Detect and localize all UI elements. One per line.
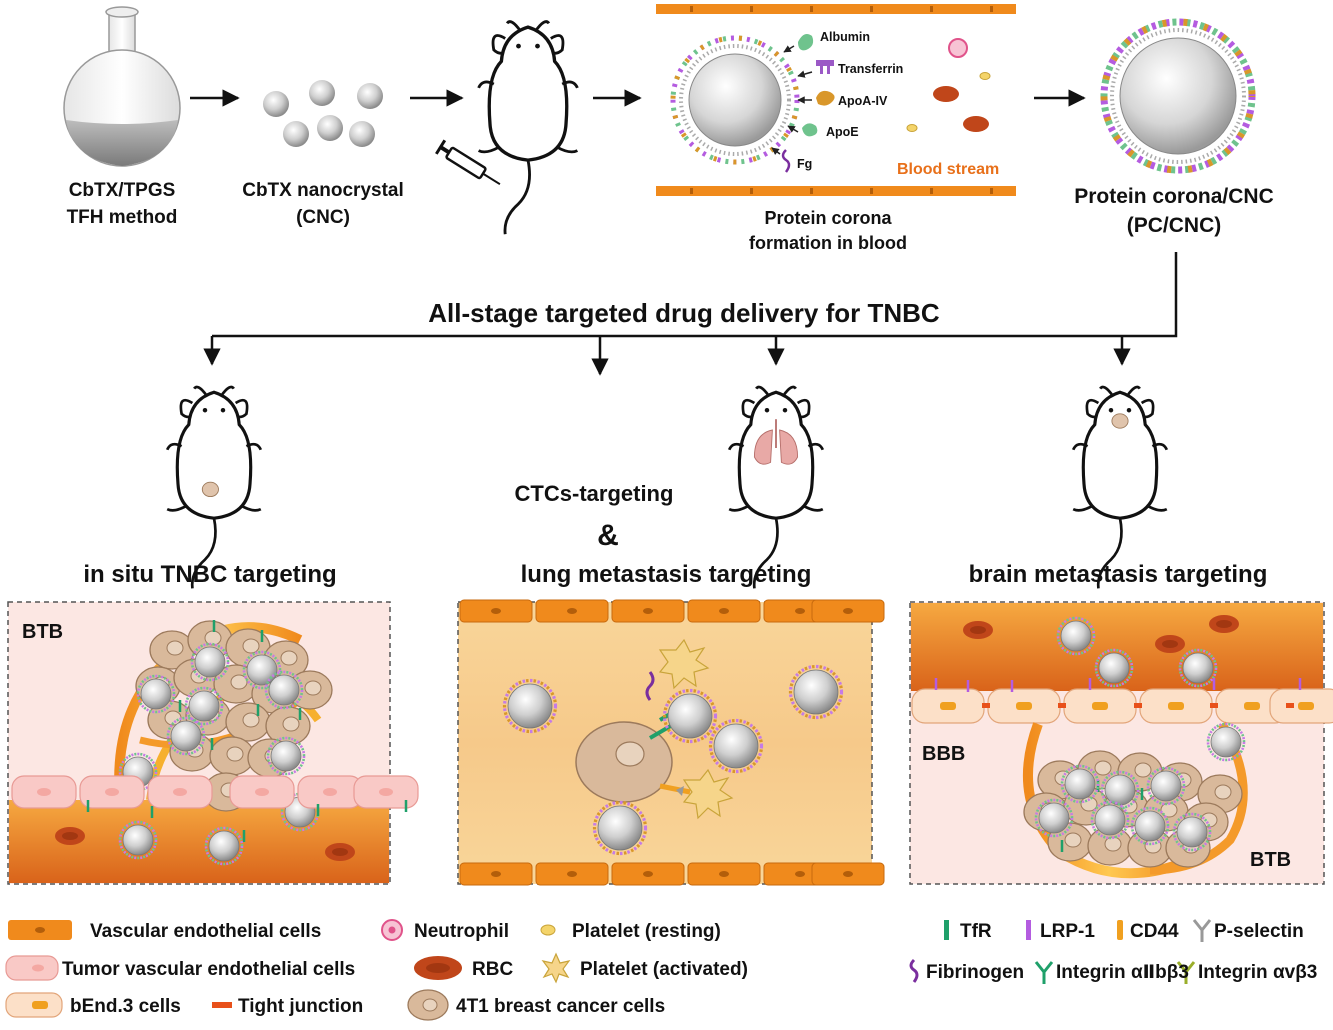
panel1-btb-label: BTB <box>22 621 63 643</box>
syringe-icon <box>435 139 501 186</box>
legend-cd44-icon <box>1117 920 1123 940</box>
panel3-bbb-label: BBB <box>922 743 965 765</box>
legend-label-bend3: bEnd.3 cells <box>70 996 181 1017</box>
legend-label-vascular-endothelial: Vascular endothelial cells <box>90 921 321 942</box>
step4-label-line1: Protein corona <box>764 208 892 228</box>
protein-label-apoa4: ApoA-IV <box>838 94 888 108</box>
legend-label-lrp1: LRP-1 <box>1040 921 1095 942</box>
target-ctc-label-line2: lung metastasis targeting <box>521 561 812 588</box>
legend-label-rbc: RBC <box>472 959 513 980</box>
protein-label-fg: Fg <box>797 157 812 171</box>
legend-label-integrin-a2bb3: Integrin αⅡbβ3 <box>1056 962 1189 983</box>
step2-label-line2: (CNC) <box>296 207 350 228</box>
panel-ctc <box>457 599 885 886</box>
pc-cnc-icon <box>1100 18 1256 174</box>
mouse-brain-icon <box>1071 385 1169 590</box>
distribution-arrows <box>203 252 1178 376</box>
step4-label-line2: formation in blood <box>749 233 907 253</box>
legend-label-platelet-activated: Platelet (activated) <box>580 959 748 980</box>
target-ctc-label-line1: CTCs-targeting <box>515 481 674 506</box>
legend-label-pselectin: P-selectin <box>1214 921 1304 942</box>
legend-4t1-icon <box>407 989 449 1021</box>
legend-tumor-endothelial-icon <box>5 955 59 981</box>
nanocrystal-icon <box>263 80 383 147</box>
mouse-lung-icon <box>727 385 825 590</box>
legend-integrin-a2bb3-icon <box>1034 961 1054 984</box>
legend-platelet-activated-icon <box>541 952 571 984</box>
target-ctc-ampersand: & <box>597 519 619 552</box>
step5-label-line2: (PC/CNC) <box>1127 214 1222 237</box>
target-brain-label: brain metastasis targeting <box>969 561 1268 588</box>
protein-label-albumin: Albumin <box>820 30 870 44</box>
panel3-btb-label: BTB <box>1250 849 1291 871</box>
blood-stream-label: Blood stream <box>897 161 999 178</box>
target-insitu-label: in situ TNBC targeting <box>83 561 336 588</box>
legend <box>5 919 1212 1021</box>
legend-label-tight-junction: Tight junction <box>238 996 363 1017</box>
legend-integrin-avb3-icon <box>1176 961 1196 984</box>
headline: All-stage targeted drug delivery for TNB… <box>428 298 940 328</box>
legend-label-neutrophil: Neutrophil <box>414 921 509 942</box>
step2-label-line1: CbTX nanocrystal <box>242 180 404 201</box>
legend-neutrophil-icon <box>381 919 403 941</box>
legend-tfr-icon <box>944 920 949 940</box>
blood-vessel-scene <box>656 4 1016 196</box>
injected-mouse-icon <box>476 19 580 236</box>
legend-label-tfr: TfR <box>960 921 992 942</box>
panel-insitu <box>7 601 419 885</box>
legend-fibrinogen-icon <box>909 958 919 983</box>
legend-label-cd44: CD44 <box>1130 921 1179 942</box>
step1-label-line2: TFH method <box>67 207 178 228</box>
legend-rbc-icon <box>414 956 462 980</box>
legend-label-integrin-avb3: Integrin αvβ3 <box>1198 962 1317 983</box>
legend-tight-junction-icon <box>212 1002 232 1008</box>
step1-label-line1: CbTX/TPGS <box>69 180 176 201</box>
legend-label-tumor-endothelial: Tumor vascular endothelial cells <box>62 959 355 980</box>
legend-label-fibrinogen: Fibrinogen <box>926 962 1024 983</box>
legend-label-4t1: 4T1 breast cancer cells <box>456 996 665 1017</box>
panel-brain <box>909 601 1333 885</box>
protein-label-transferrin: Transferrin <box>838 62 903 76</box>
legend-lrp1-icon <box>1026 920 1031 940</box>
legend-vascular-endothelial-icon <box>8 920 72 940</box>
flask-icon <box>63 6 181 167</box>
legend-label-platelet-resting: Platelet (resting) <box>572 921 721 942</box>
legend-bend3-icon <box>5 992 63 1018</box>
mouse-insitu-icon <box>165 385 263 590</box>
legend-platelet-resting-icon <box>540 924 556 936</box>
step5-label-line1: Protein corona/CNC <box>1074 185 1274 208</box>
protein-label-apoe: ApoE <box>826 125 859 139</box>
legend-pselectin-icon <box>1192 919 1212 942</box>
